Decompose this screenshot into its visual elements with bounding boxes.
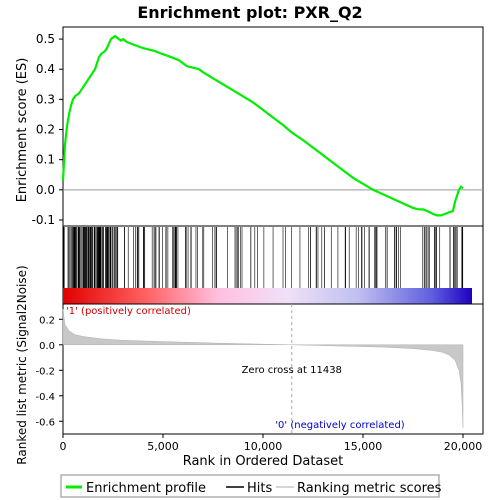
metric-series [62, 309, 464, 428]
metric-panel-frame [62, 303, 484, 435]
es-ytick-label: 0.4 [36, 62, 55, 76]
metric-ylabel: Ranked list metric (Signal2Noise) [15, 265, 29, 464]
es-ytick-label: 0.5 [36, 32, 55, 46]
legend-label-enrichment: Enrichment profile [86, 481, 206, 496]
es-ytick-label: -0.1 [32, 213, 55, 227]
legend: Enrichment profile Hits Ranking metric s… [60, 474, 442, 498]
es-panel-frame [62, 26, 484, 227]
hits-marks [62, 227, 464, 288]
legend-label-hits: Hits [247, 481, 272, 496]
metric-area-fill [62, 309, 464, 428]
chart-title: Enrichment plot: PXR_Q2 [137, 3, 362, 22]
metric-ytick-label: -0.4 [35, 392, 55, 403]
x-tick-label: 0 [60, 440, 67, 453]
x-tick-label: 5,000 [147, 440, 179, 453]
es-ylabel: Enrichment score (ES) [15, 58, 30, 203]
legend-box [60, 474, 440, 498]
es-ytick-label: 0.3 [36, 92, 55, 106]
metric-ytick-label: 0.0 [39, 341, 55, 352]
rank-gradient-bar [63, 288, 472, 304]
metric-ytick-label: -0.2 [35, 366, 55, 377]
negative-phenotype-label: '0' (negatively correlated) [275, 420, 404, 431]
metric-ytick-label: 0.2 [39, 315, 55, 326]
x-tick-label: 20,000 [444, 440, 483, 453]
legend-label-metric: Ranking metric scores [297, 481, 442, 496]
es-ytick-label: 0.2 [36, 123, 55, 137]
metric-y-axis: -0.6 -0.4 -0.2 0.0 0.2 [35, 315, 63, 428]
es-ytick-label: 0.0 [36, 183, 55, 197]
x-tick-label: 15,000 [344, 440, 383, 453]
x-axis: 0 5,000 10,000 15,000 20,000 [60, 434, 483, 453]
es-profile-line [61, 34, 464, 217]
x-tick-label: 10,000 [244, 440, 283, 453]
es-series [61, 34, 464, 217]
zero-cross-label: Zero cross at 11438 [242, 365, 342, 376]
metric-ytick-label: -0.6 [35, 417, 55, 428]
es-y-axis: -0.1 0.0 0.1 0.2 0.3 0.4 0.5 [32, 32, 483, 227]
positive-phenotype-label: '1' (positively correlated) [66, 306, 191, 317]
es-ytick-label: 0.1 [36, 153, 55, 167]
x-axis-label: Rank in Ordered Dataset [183, 454, 344, 469]
